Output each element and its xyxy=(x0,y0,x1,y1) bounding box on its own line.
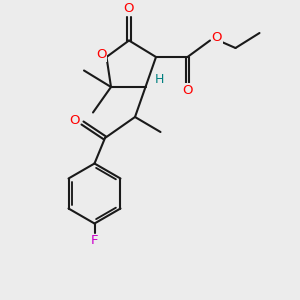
Text: H: H xyxy=(154,73,164,86)
Text: O: O xyxy=(211,31,222,44)
Text: O: O xyxy=(69,113,80,127)
Text: O: O xyxy=(96,48,106,62)
Text: O: O xyxy=(124,2,134,16)
Text: F: F xyxy=(91,234,98,248)
Text: O: O xyxy=(182,83,193,97)
